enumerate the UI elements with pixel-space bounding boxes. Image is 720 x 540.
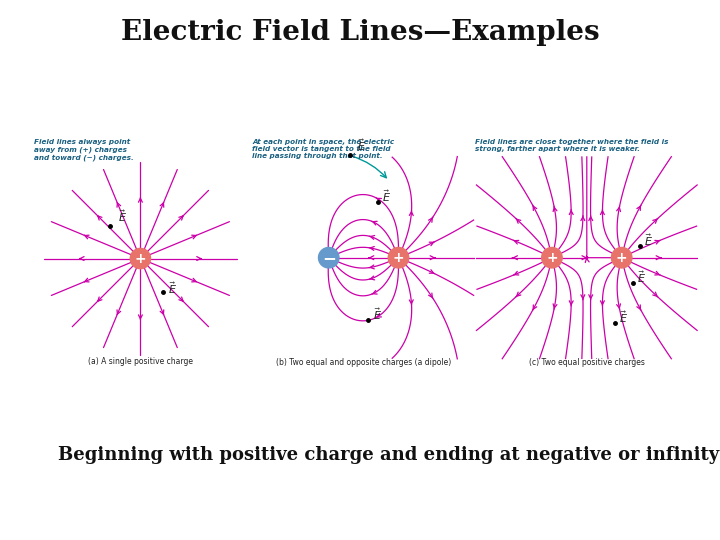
Text: (b) Two equal and opposite charges (a dipole): (b) Two equal and opposite charges (a di… bbox=[276, 357, 451, 367]
Text: (a) A single positive charge: (a) A single positive charge bbox=[88, 357, 193, 367]
Text: +: + bbox=[392, 251, 405, 265]
Text: +: + bbox=[135, 252, 146, 266]
Circle shape bbox=[388, 247, 409, 268]
Text: $\vec{E}$: $\vec{E}$ bbox=[644, 232, 652, 248]
Text: $\vec{E}$: $\vec{E}$ bbox=[117, 208, 127, 224]
Text: At each point in space, the electric
field vector is tangent to the field
line p: At each point in space, the electric fie… bbox=[252, 139, 394, 159]
Circle shape bbox=[318, 247, 339, 268]
Text: $\vec{E}$: $\vec{E}$ bbox=[356, 137, 366, 153]
Text: (c) Two equal positive charges: (c) Two equal positive charges bbox=[529, 357, 644, 367]
Text: $\vec{E}$: $\vec{E}$ bbox=[382, 188, 391, 204]
Text: Beginning with positive charge and ending at negative or infinity: Beginning with positive charge and endin… bbox=[58, 446, 719, 463]
Text: $\vec{E}$: $\vec{E}$ bbox=[373, 307, 382, 322]
Text: +: + bbox=[616, 251, 628, 265]
Text: +: + bbox=[546, 251, 558, 265]
Text: $\vec{E}$: $\vec{E}$ bbox=[619, 309, 629, 325]
Circle shape bbox=[541, 247, 562, 268]
Text: $\vec{E}$: $\vec{E}$ bbox=[637, 269, 646, 285]
Circle shape bbox=[611, 247, 632, 268]
Text: Field lines always point
away from (+) charges
and toward (−) charges.: Field lines always point away from (+) c… bbox=[34, 139, 134, 160]
Circle shape bbox=[130, 248, 150, 269]
Text: $\vec{E}$: $\vec{E}$ bbox=[168, 280, 177, 296]
Text: Electric Field Lines—Examples: Electric Field Lines—Examples bbox=[121, 19, 599, 46]
Text: −: − bbox=[322, 249, 336, 267]
Text: Field lines are close together where the field is
strong, farther apart where it: Field lines are close together where the… bbox=[475, 139, 669, 152]
